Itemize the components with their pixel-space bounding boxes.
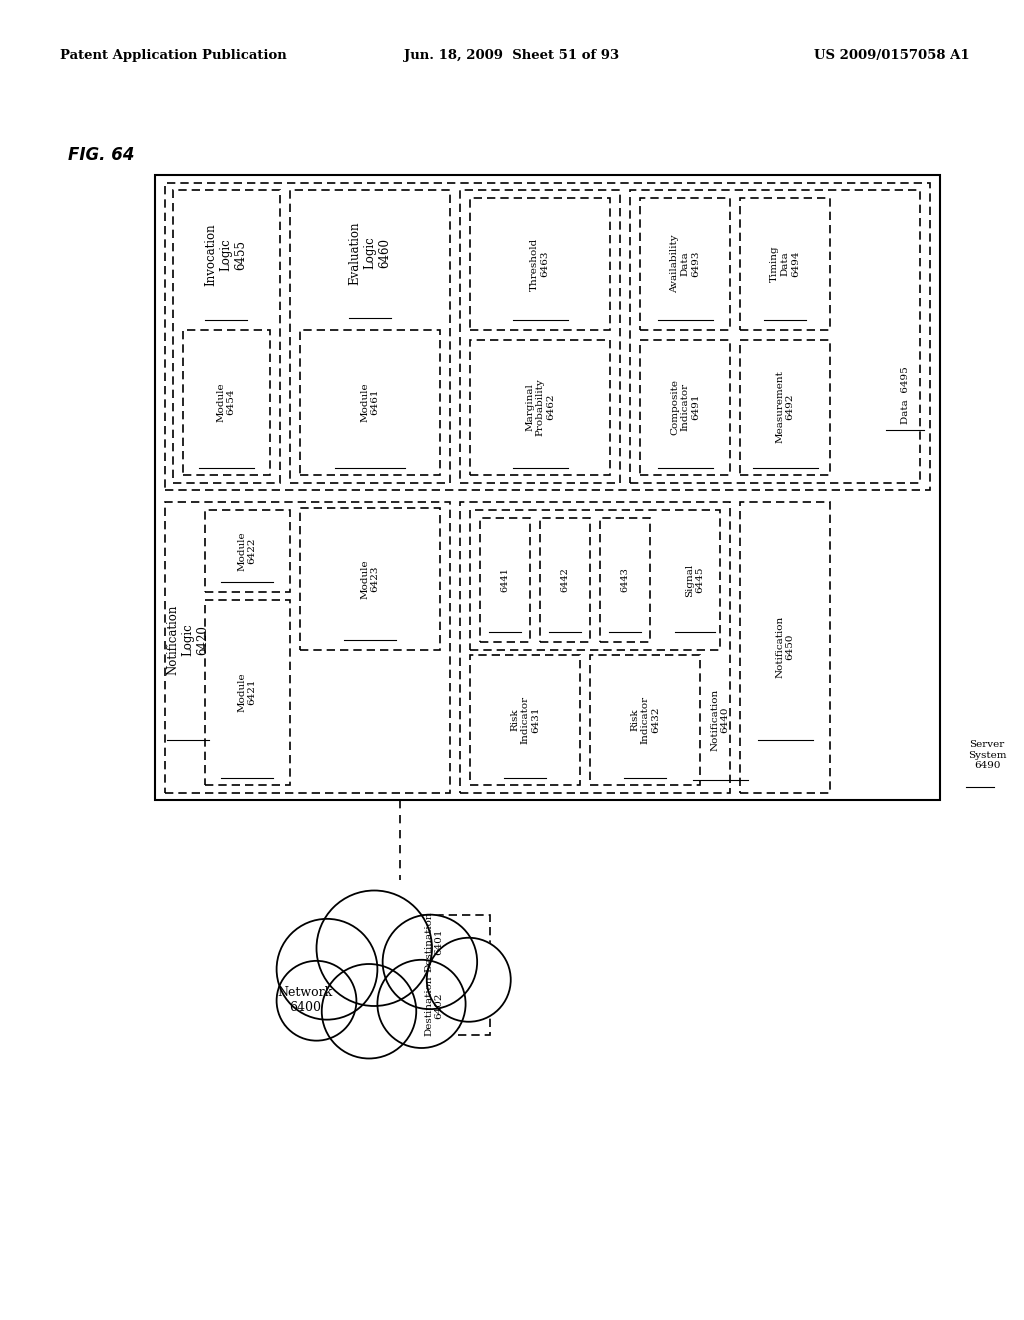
Bar bbox=[155, 176, 940, 800]
Text: Server
System
6490: Server System 6490 bbox=[968, 741, 1007, 770]
Text: Module
6423: Module 6423 bbox=[360, 560, 380, 599]
Text: Module
6422: Module 6422 bbox=[238, 531, 257, 570]
Bar bbox=[173, 190, 280, 483]
Bar bbox=[740, 341, 830, 475]
Bar bbox=[460, 502, 730, 793]
Text: Module
6454: Module 6454 bbox=[216, 383, 236, 422]
Text: Risk
Indicator
6432: Risk Indicator 6432 bbox=[630, 696, 659, 744]
Text: Destination
6401: Destination 6401 bbox=[424, 912, 443, 973]
Bar bbox=[460, 190, 620, 483]
Bar bbox=[470, 655, 580, 785]
Bar bbox=[640, 341, 730, 475]
Text: Notification
6450: Notification 6450 bbox=[775, 616, 795, 678]
Text: Measurement
6492: Measurement 6492 bbox=[775, 371, 795, 444]
Circle shape bbox=[427, 937, 511, 1022]
Text: Notification
6440: Notification 6440 bbox=[711, 689, 730, 751]
Text: Data  6495: Data 6495 bbox=[900, 366, 909, 424]
Text: Jun. 18, 2009  Sheet 51 of 93: Jun. 18, 2009 Sheet 51 of 93 bbox=[404, 49, 620, 62]
Bar bbox=[470, 341, 610, 475]
Text: FIG. 64: FIG. 64 bbox=[68, 147, 134, 164]
Bar bbox=[540, 517, 590, 642]
Bar bbox=[470, 510, 720, 649]
Bar bbox=[300, 330, 440, 475]
Bar bbox=[470, 198, 610, 330]
Bar bbox=[378, 978, 490, 1035]
Text: Signal
6445: Signal 6445 bbox=[685, 564, 705, 597]
Circle shape bbox=[276, 919, 378, 1019]
Bar bbox=[165, 183, 930, 490]
Bar bbox=[590, 655, 700, 785]
Bar bbox=[300, 508, 440, 649]
Text: Network
6400: Network 6400 bbox=[278, 986, 333, 1014]
Circle shape bbox=[322, 964, 416, 1059]
Text: Risk
Indicator
6431: Risk Indicator 6431 bbox=[510, 696, 540, 744]
Circle shape bbox=[378, 960, 466, 1048]
Bar bbox=[640, 198, 730, 330]
Text: Notification
Logic
6420: Notification Logic 6420 bbox=[167, 605, 210, 676]
Circle shape bbox=[276, 961, 356, 1040]
Bar bbox=[183, 330, 270, 475]
Bar bbox=[740, 502, 830, 793]
Circle shape bbox=[316, 891, 432, 1006]
Bar bbox=[165, 502, 450, 793]
Bar bbox=[290, 190, 450, 483]
Text: Module
6421: Module 6421 bbox=[238, 672, 257, 711]
Text: Timing
Data
6494: Timing Data 6494 bbox=[770, 246, 800, 282]
Text: Evaluation
Logic
6460: Evaluation Logic 6460 bbox=[348, 222, 391, 285]
Text: Invocation
Logic
6455: Invocation Logic 6455 bbox=[205, 223, 248, 286]
Text: Availability
Data
6493: Availability Data 6493 bbox=[670, 235, 699, 293]
Bar bbox=[480, 517, 530, 642]
Text: Module
6461: Module 6461 bbox=[360, 383, 380, 422]
Bar bbox=[740, 198, 830, 330]
Text: Destination
6402: Destination 6402 bbox=[424, 975, 443, 1036]
Circle shape bbox=[383, 915, 477, 1010]
Bar bbox=[630, 190, 920, 483]
Text: Patent Application Publication: Patent Application Publication bbox=[60, 49, 287, 62]
Text: Threshold
6463: Threshold 6463 bbox=[530, 238, 550, 290]
Text: US 2009/0157058 A1: US 2009/0157058 A1 bbox=[814, 49, 970, 62]
Text: 6442: 6442 bbox=[560, 568, 569, 593]
Bar bbox=[600, 517, 650, 642]
Text: 6443: 6443 bbox=[621, 568, 630, 593]
Bar bbox=[205, 601, 290, 785]
Bar bbox=[205, 510, 290, 591]
Text: 6441: 6441 bbox=[501, 568, 510, 593]
Text: Composite
Indicator
6491: Composite Indicator 6491 bbox=[670, 379, 699, 436]
Bar bbox=[378, 915, 490, 970]
Text: Marginal
Probability
6462: Marginal Probability 6462 bbox=[525, 378, 555, 436]
